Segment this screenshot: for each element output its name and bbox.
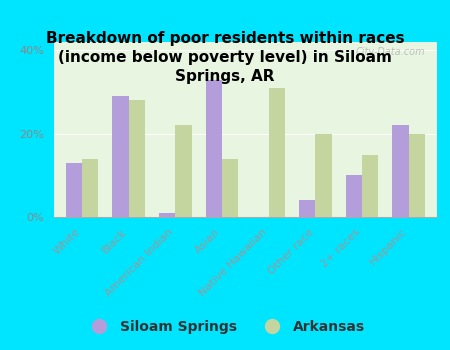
Text: City-Data.com: City-Data.com: [356, 47, 425, 57]
Bar: [392, 125, 409, 217]
Bar: [362, 154, 378, 217]
Bar: [269, 88, 285, 217]
Bar: [315, 134, 332, 217]
Legend: Siloam Springs, Arkansas: Siloam Springs, Arkansas: [80, 314, 370, 340]
Bar: [176, 125, 192, 217]
Bar: [409, 134, 425, 217]
Bar: [112, 96, 129, 217]
Bar: [222, 159, 238, 217]
Bar: [66, 163, 82, 217]
Bar: [82, 159, 98, 217]
Bar: [129, 100, 145, 217]
Bar: [346, 175, 362, 217]
Bar: [206, 79, 222, 217]
Bar: [299, 200, 315, 217]
Text: Breakdown of poor residents within races
(income below poverty level) in Siloam
: Breakdown of poor residents within races…: [46, 32, 404, 84]
Bar: [159, 213, 176, 217]
